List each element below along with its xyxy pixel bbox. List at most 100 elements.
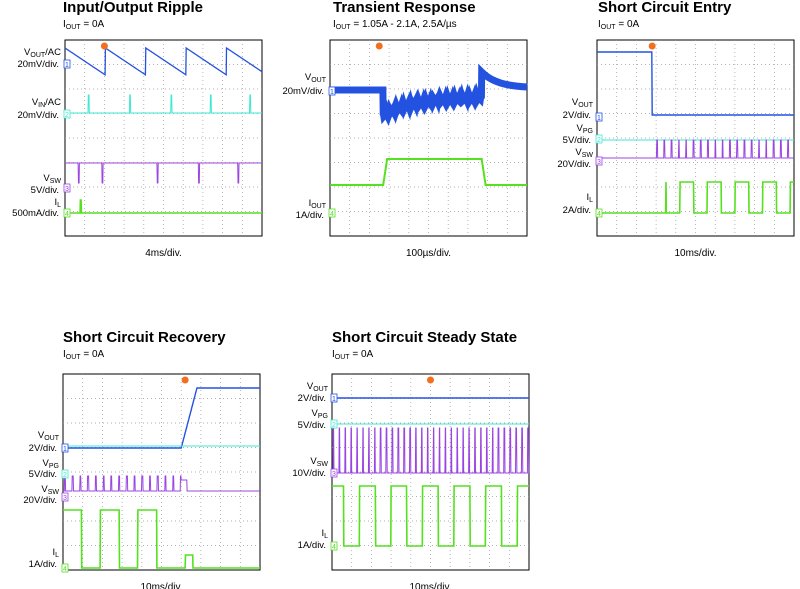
channel-symbol: V bbox=[32, 97, 39, 108]
channel-marker-box bbox=[61, 492, 69, 502]
subtitle-symbol: I bbox=[333, 19, 336, 30]
channel-name: VSW bbox=[575, 147, 593, 159]
channel-name: VOUT bbox=[38, 430, 60, 442]
subtitle-subscript: OUT bbox=[335, 354, 351, 361]
panel-subtitle: IOUT = 0A bbox=[598, 19, 640, 31]
channel-subscript: IN bbox=[38, 102, 45, 109]
subtitle-subscript: OUT bbox=[601, 24, 617, 31]
panel-title: Short Circuit Steady State bbox=[332, 329, 517, 346]
channel-scale: 1A/div. bbox=[298, 540, 326, 551]
waveform bbox=[63, 387, 260, 449]
channel-scale: 20mV/div. bbox=[17, 110, 59, 121]
channel-marker: 4 bbox=[330, 211, 334, 218]
channel-marker-box bbox=[61, 563, 69, 573]
channel-marker: 2 bbox=[597, 137, 601, 144]
subtitle-subscript: OUT bbox=[66, 24, 82, 31]
channel-name: IL bbox=[54, 197, 61, 209]
channel-subscript: OUT bbox=[578, 102, 594, 109]
panel-title: Short Circuit Entry bbox=[598, 0, 732, 16]
channel-scale: 500mA/div. bbox=[12, 208, 59, 219]
channel-subscript: SW bbox=[582, 152, 594, 159]
subtitle-symbol: I bbox=[332, 349, 335, 360]
channel-subscript: L bbox=[324, 533, 328, 540]
channel-name: VOUT bbox=[305, 72, 327, 84]
panel-subtitle: IOUT = 0A bbox=[63, 19, 105, 31]
channel-scale: 1A/div. bbox=[296, 210, 324, 221]
waveform bbox=[597, 181, 794, 214]
channel-name: IOUT bbox=[309, 198, 327, 210]
channel-symbol: I bbox=[54, 197, 57, 208]
waveform bbox=[65, 94, 262, 114]
waveform bbox=[65, 162, 262, 184]
panel-title: Input/Output Ripple bbox=[63, 0, 203, 16]
channel-marker-box bbox=[595, 112, 603, 122]
channel-marker: 1 bbox=[332, 396, 336, 403]
channel-marker: 2 bbox=[332, 422, 336, 429]
channel-marker-box bbox=[595, 156, 603, 166]
channel-marker: 1 bbox=[65, 62, 69, 69]
trigger-marker bbox=[648, 42, 656, 50]
channel-marker-box bbox=[595, 134, 603, 144]
channel-subscript: L bbox=[55, 552, 59, 559]
waveform bbox=[63, 475, 260, 492]
channel-marker: 1 bbox=[597, 115, 601, 122]
channel-name: VOUT bbox=[307, 381, 329, 393]
channel-marker-box bbox=[63, 208, 71, 218]
trigger-marker bbox=[181, 376, 189, 384]
channel-subscript: PG bbox=[318, 413, 328, 420]
channel-suffix: /AC bbox=[45, 47, 61, 58]
subtitle-text: = 0A bbox=[616, 19, 640, 30]
channel-marker: 4 bbox=[63, 566, 67, 573]
channel-scale: 20mV/div. bbox=[282, 86, 324, 97]
channel-marker-box bbox=[330, 419, 338, 429]
channel-symbol: I bbox=[309, 198, 312, 209]
channel-symbol: V bbox=[575, 147, 582, 158]
channel-subscript: OUT bbox=[30, 52, 46, 59]
subtitle-symbol: I bbox=[63, 19, 66, 30]
channel-symbol: V bbox=[38, 430, 45, 441]
channel-name: VSW bbox=[43, 173, 61, 185]
timebase-label: 10ms/div. bbox=[409, 582, 451, 589]
channel-symbol: V bbox=[307, 381, 314, 392]
channel-scale: 2V/div. bbox=[29, 443, 57, 454]
channel-subscript: OUT bbox=[44, 435, 60, 442]
channel-symbol: I bbox=[52, 547, 55, 558]
timebase-label: 100µs/div. bbox=[406, 248, 451, 259]
subtitle-subscript: OUT bbox=[336, 24, 352, 31]
channel-marker-box bbox=[63, 183, 71, 193]
channel-scale: 2A/div. bbox=[563, 205, 591, 216]
channel-marker: 4 bbox=[597, 211, 601, 218]
channel-subscript: SW bbox=[317, 461, 329, 468]
channel-marker: 3 bbox=[332, 471, 336, 478]
channel-suffix: /AC bbox=[45, 97, 61, 108]
channel-marker: 2 bbox=[63, 472, 67, 479]
channel-marker: 3 bbox=[597, 159, 601, 166]
channel-marker-box bbox=[328, 86, 336, 96]
trigger-marker bbox=[100, 42, 108, 50]
waveform bbox=[65, 199, 262, 214]
trigger-marker bbox=[427, 376, 434, 384]
channel-name: IL bbox=[586, 192, 593, 204]
waveform bbox=[597, 51, 794, 116]
channel-name: VSW bbox=[310, 456, 328, 468]
channel-name: VPG bbox=[43, 458, 59, 470]
subtitle-text: = 0A bbox=[81, 19, 105, 30]
channel-marker-box bbox=[330, 468, 338, 478]
channel-name: VIN/AC bbox=[32, 97, 61, 109]
subtitle-text: = 0A bbox=[350, 349, 374, 360]
waveform bbox=[330, 63, 528, 127]
channel-name: VSW bbox=[41, 484, 59, 496]
channel-symbol: V bbox=[41, 484, 48, 495]
channel-name: VOUT bbox=[572, 97, 594, 109]
channel-subscript: OUT bbox=[311, 77, 327, 84]
channel-marker: 2 bbox=[65, 112, 69, 119]
channel-marker: 1 bbox=[330, 89, 334, 96]
channel-subscript: PG bbox=[49, 463, 59, 470]
channel-scale: 5V/div. bbox=[29, 469, 57, 480]
panel-subtitle: IOUT = 0A bbox=[63, 349, 105, 361]
panel-title: Short Circuit Recovery bbox=[63, 329, 226, 346]
channel-marker: 4 bbox=[65, 211, 69, 218]
